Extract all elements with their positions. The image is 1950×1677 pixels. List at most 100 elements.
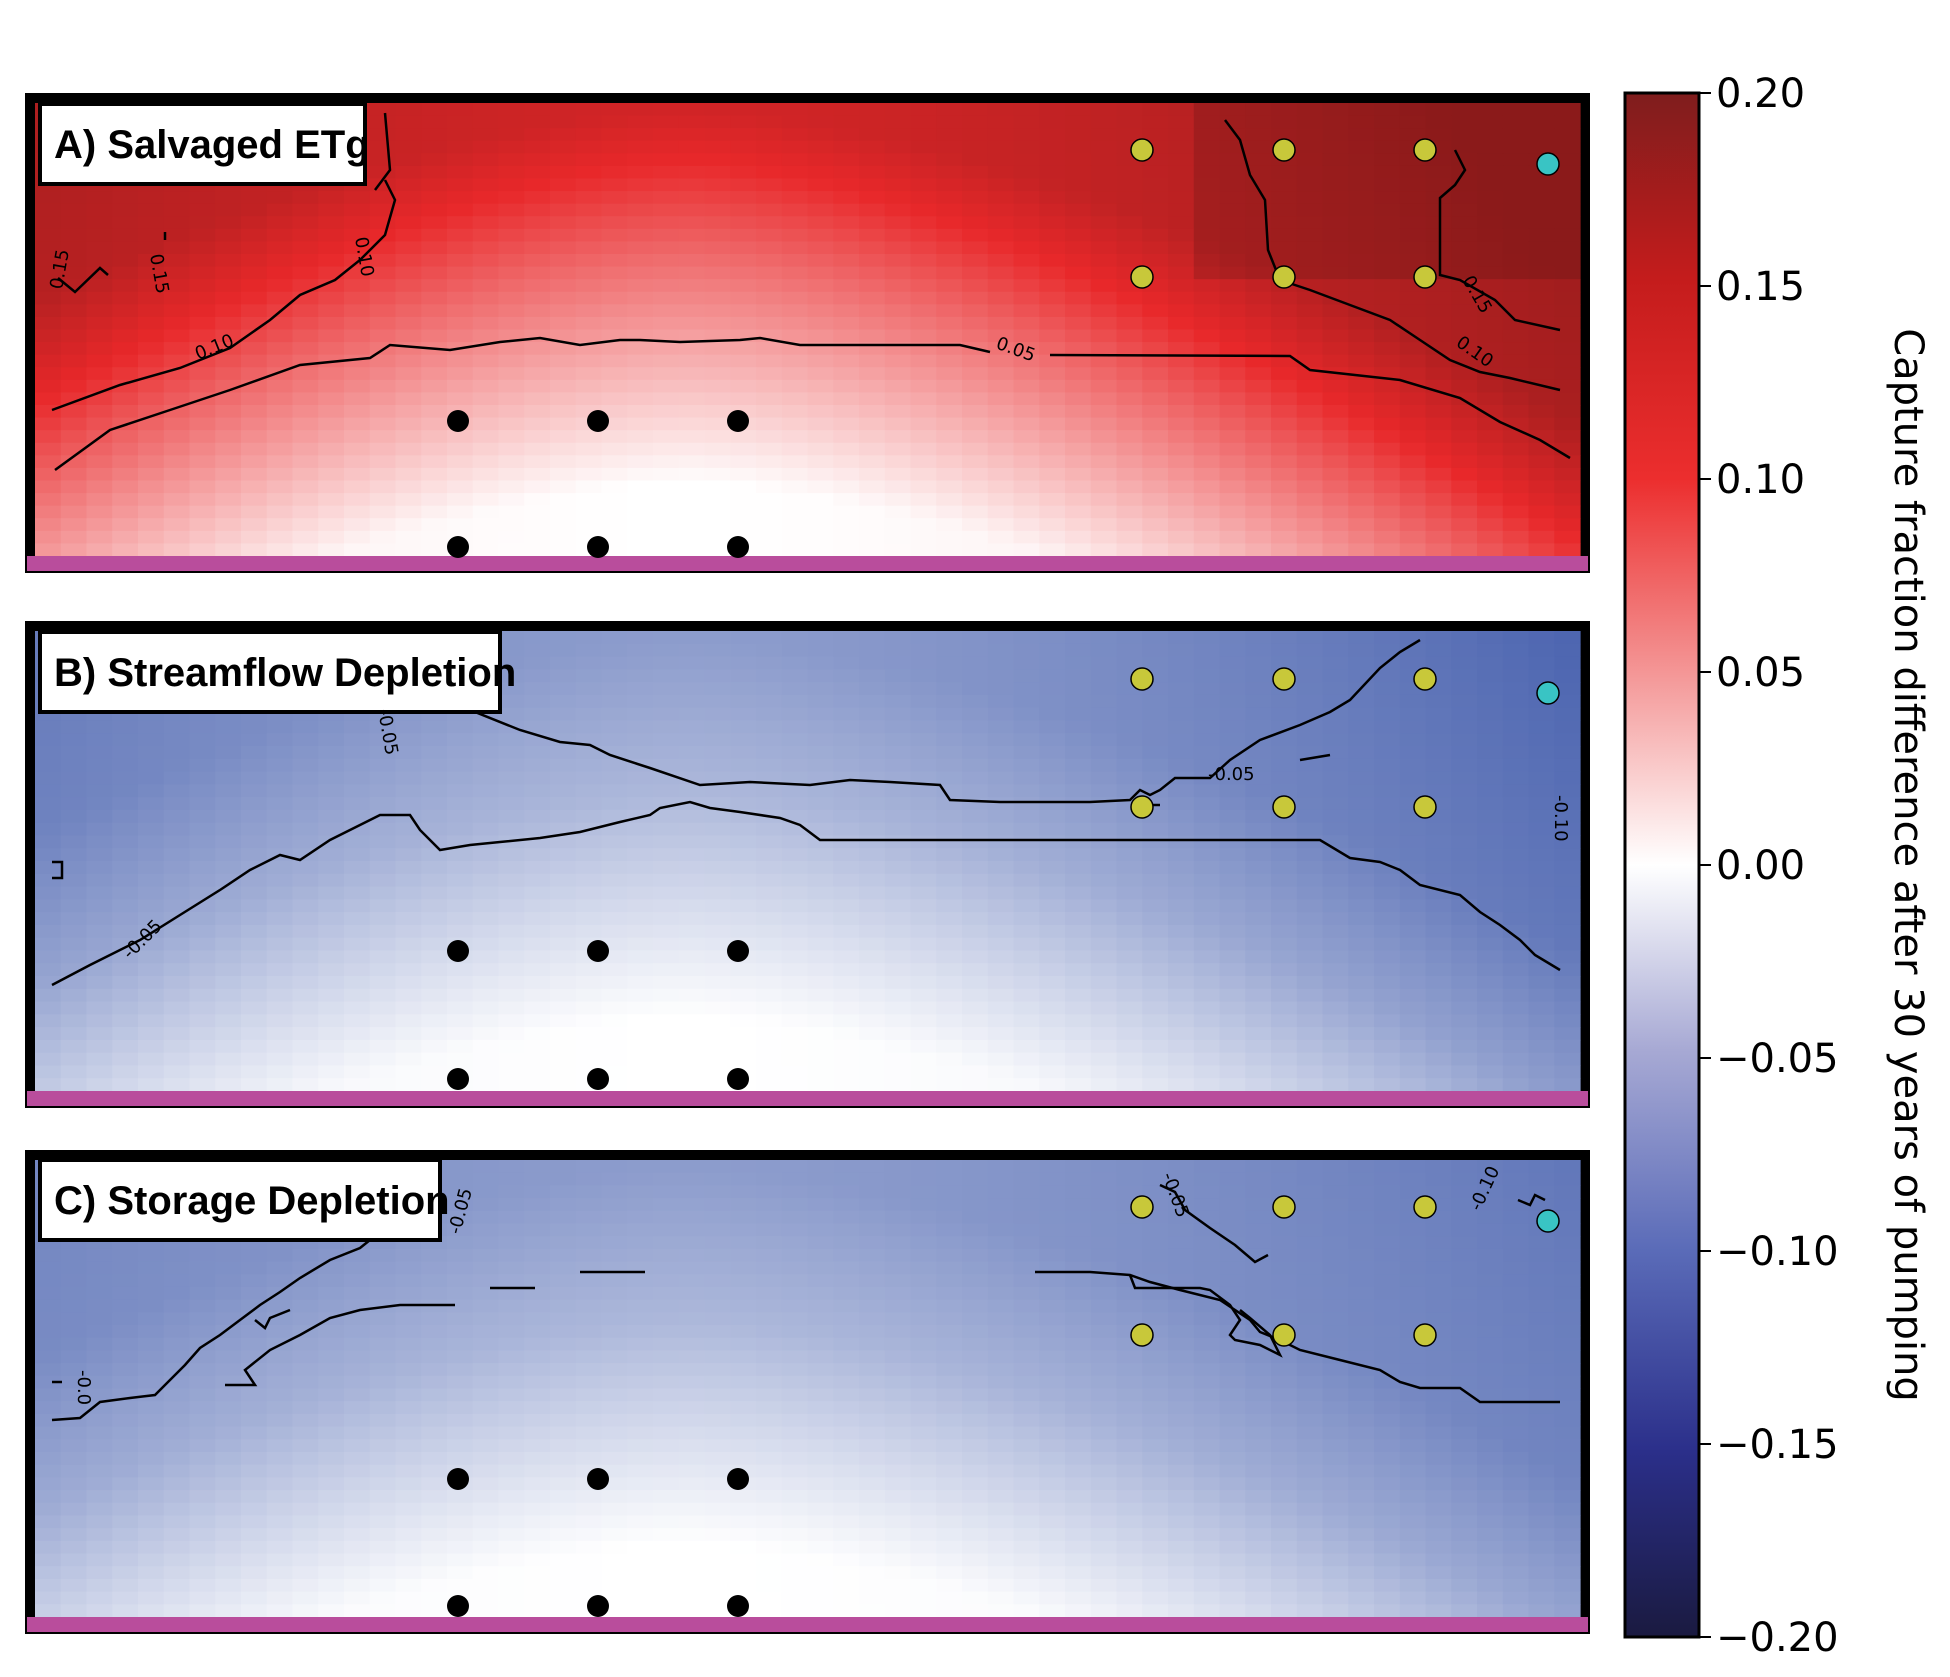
heatmap-cell bbox=[1090, 505, 1118, 519]
heatmap-cell bbox=[730, 392, 757, 406]
heatmap-cell bbox=[833, 1001, 860, 1015]
heatmap-cell bbox=[1039, 656, 1066, 670]
heatmap-cell bbox=[1168, 1065, 1195, 1079]
heatmap-cell bbox=[421, 530, 448, 545]
heatmap-cell bbox=[936, 1039, 963, 1054]
heatmap-cell bbox=[1425, 178, 1452, 192]
heatmap-cell bbox=[112, 530, 139, 545]
heatmap-cell bbox=[215, 746, 242, 760]
heatmap-cell bbox=[138, 1286, 165, 1301]
heatmap-cell bbox=[987, 430, 1015, 444]
heatmap-cell bbox=[1013, 1248, 1040, 1263]
heatmap-cell bbox=[1374, 216, 1401, 230]
heatmap-cell bbox=[472, 720, 500, 734]
heatmap-cell bbox=[1399, 861, 1427, 875]
heatmap-cell bbox=[653, 1001, 680, 1015]
heatmap-cell bbox=[653, 505, 680, 519]
heatmap-cell bbox=[1399, 480, 1427, 494]
heatmap-cell bbox=[524, 291, 551, 305]
heatmap-cell bbox=[833, 937, 860, 952]
heatmap-cell bbox=[1451, 1198, 1478, 1212]
heatmap-cell bbox=[60, 1065, 88, 1079]
heatmap-cell bbox=[421, 304, 448, 318]
heatmap-cell bbox=[807, 103, 834, 117]
heatmap-cell bbox=[550, 643, 577, 658]
heatmap-cell bbox=[550, 848, 577, 862]
heatmap-cell bbox=[807, 912, 834, 926]
heatmap-cell bbox=[1039, 631, 1066, 645]
heatmap-cell bbox=[35, 899, 62, 913]
heatmap-cell bbox=[369, 758, 397, 773]
heatmap-cell bbox=[601, 392, 628, 406]
heatmap-cell bbox=[1477, 835, 1504, 849]
heatmap-cell bbox=[163, 405, 191, 419]
heatmap-cell bbox=[1477, 1223, 1504, 1237]
heatmap-cell bbox=[781, 733, 809, 747]
heatmap-cell bbox=[730, 493, 757, 507]
heatmap-cell bbox=[1554, 505, 1581, 519]
heatmap-cell bbox=[1477, 682, 1504, 696]
heatmap-cell bbox=[1374, 669, 1401, 683]
heatmap-cell bbox=[1399, 912, 1427, 926]
heatmap-cell bbox=[653, 367, 680, 381]
heatmap-cell bbox=[781, 1065, 809, 1079]
heatmap-cell bbox=[884, 417, 912, 431]
heatmap-cell bbox=[498, 682, 525, 696]
heatmap-cell bbox=[86, 988, 113, 1003]
heatmap-cell bbox=[1116, 848, 1143, 862]
heatmap-cell bbox=[910, 707, 937, 722]
heatmap-cell bbox=[524, 1065, 551, 1079]
heatmap-cell bbox=[60, 354, 88, 368]
heatmap-cell bbox=[1296, 771, 1324, 785]
heatmap-cell bbox=[1374, 1065, 1401, 1079]
heatmap-cell bbox=[1245, 316, 1272, 331]
heatmap-cell bbox=[1168, 1172, 1195, 1186]
heatmap-cell bbox=[627, 203, 654, 217]
heatmap-cell bbox=[395, 103, 422, 117]
heatmap-cell bbox=[1271, 505, 1298, 519]
heatmap-cell bbox=[1425, 417, 1452, 431]
heatmap-cell bbox=[833, 1052, 860, 1067]
heatmap-cell bbox=[1451, 304, 1478, 318]
heatmap-cell bbox=[1090, 784, 1118, 798]
heatmap-cell bbox=[163, 886, 191, 900]
heatmap-cell bbox=[678, 1261, 706, 1275]
heatmap-cell bbox=[344, 266, 371, 280]
heatmap-cell bbox=[1348, 165, 1375, 180]
heatmap-cell bbox=[1502, 128, 1530, 142]
heatmap-cell bbox=[1322, 191, 1349, 205]
heatmap-cell bbox=[678, 631, 706, 645]
heatmap-cell bbox=[524, 467, 551, 482]
heatmap-cell bbox=[987, 254, 1015, 268]
heatmap-cell bbox=[962, 733, 989, 747]
heatmap-cell bbox=[1296, 1052, 1324, 1067]
heatmap-cell bbox=[987, 153, 1015, 167]
heatmap-cell bbox=[575, 976, 603, 990]
heatmap-cell bbox=[859, 228, 886, 243]
heatmap-cell bbox=[241, 886, 268, 900]
heatmap-cell bbox=[1013, 682, 1040, 696]
heatmap-cell bbox=[730, 963, 757, 977]
heatmap-cell bbox=[1451, 988, 1478, 1003]
heatmap-cell bbox=[833, 988, 860, 1003]
heatmap-cell bbox=[1399, 405, 1427, 419]
heatmap-cell bbox=[421, 835, 448, 849]
heatmap-cell bbox=[292, 1014, 319, 1028]
heatmap-cell bbox=[241, 835, 268, 849]
heatmap-cell bbox=[318, 1286, 345, 1301]
heatmap-cell bbox=[1065, 694, 1092, 709]
heatmap-cell bbox=[1219, 924, 1246, 939]
heatmap-cell bbox=[601, 631, 628, 645]
heatmap-cell bbox=[86, 784, 113, 798]
heatmap-cell bbox=[1374, 354, 1401, 368]
heatmap-cell bbox=[1142, 1065, 1169, 1079]
heatmap-cell bbox=[1039, 316, 1066, 331]
heatmap-cell bbox=[550, 228, 577, 243]
heatmap-cell bbox=[807, 140, 834, 154]
heatmap-cell bbox=[344, 899, 371, 913]
heatmap-cell bbox=[1168, 809, 1195, 824]
heatmap-cell bbox=[215, 455, 242, 469]
heatmap-cell bbox=[498, 963, 525, 977]
heatmap-cell bbox=[833, 720, 860, 734]
heatmap-cell bbox=[112, 771, 139, 785]
